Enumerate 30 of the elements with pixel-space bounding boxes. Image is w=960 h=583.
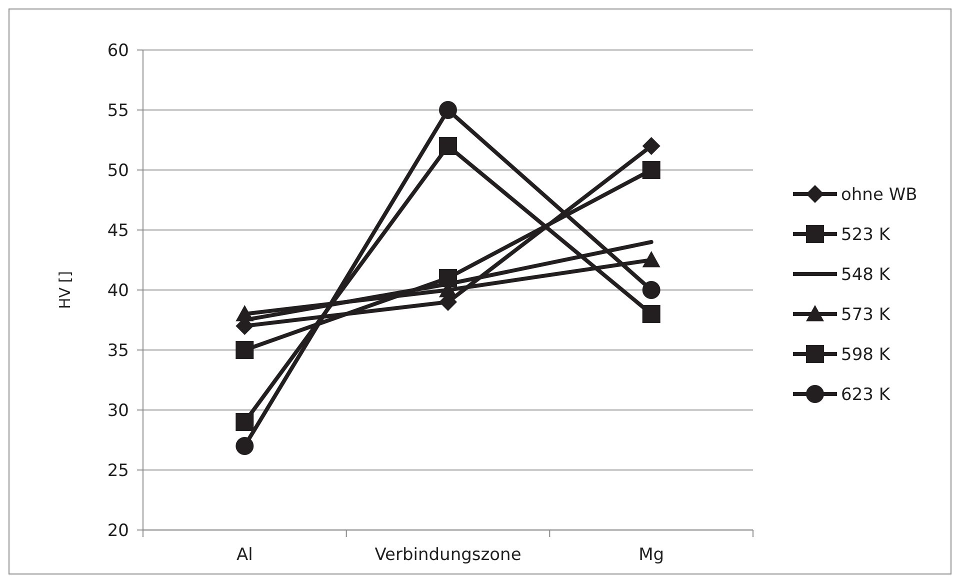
y-axis-title: HV [] [56,270,74,310]
point [642,137,660,155]
legend-label: 548 K [841,264,891,285]
y-tick-label: 60 [107,40,129,61]
point [642,281,660,299]
legend-label: 623 K [841,384,891,405]
legend-label: 598 K [841,344,891,365]
y-tick-label: 40 [107,280,129,301]
x-tick-label: Al [236,545,253,565]
x-tick-label: Mg [638,545,664,565]
x-tick-label: Verbindungszone [374,545,522,565]
legend-label: 573 K [841,304,891,325]
y-tick-label: 30 [107,400,129,421]
y-tick-label: 50 [107,160,129,181]
y-tick-label: 35 [107,340,129,361]
legend-label: 523 K [841,224,891,245]
point [439,101,457,119]
point [236,413,254,431]
point [642,161,660,179]
legend-label: ohne WB [841,184,918,205]
point [439,137,457,155]
point [642,251,660,268]
y-tick-label: 25 [107,460,129,481]
y-tick-label: 55 [107,100,129,121]
point [236,341,254,359]
point [642,305,660,323]
point [236,437,254,455]
y-tick-label: 20 [107,520,129,541]
y-tick-label: 45 [107,220,129,241]
point [236,305,254,322]
